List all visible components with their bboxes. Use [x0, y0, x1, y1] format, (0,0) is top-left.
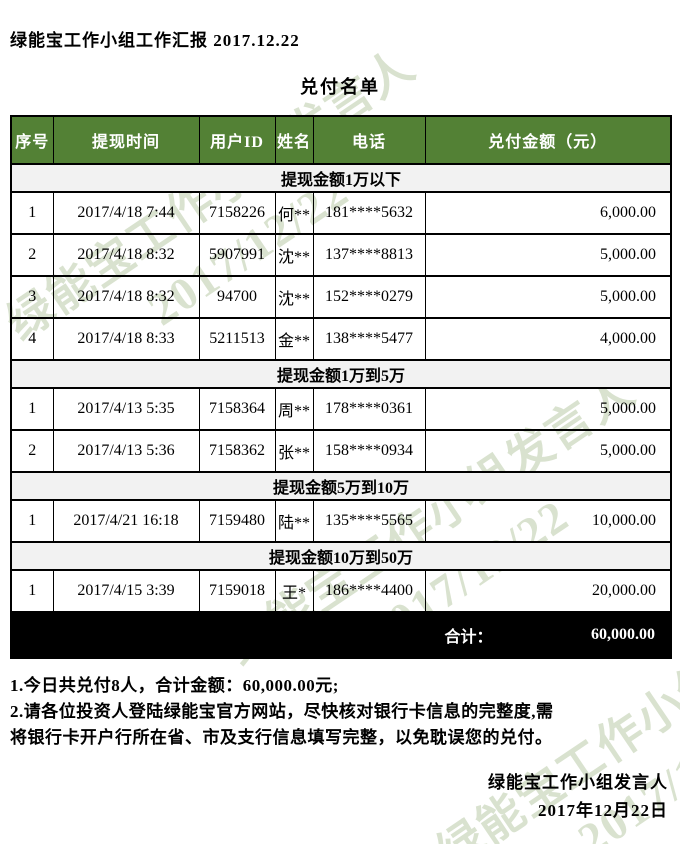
page-title: 兑付名单	[300, 77, 380, 97]
total-spacer	[10, 612, 426, 658]
cell-index: 3	[10, 276, 54, 318]
cell-userid: 7159480	[198, 500, 276, 542]
table-row: 1 2017/4/21 16:18 7159480 陆** 135****5565 10,…	[10, 500, 672, 542]
cell-userid: 7159018	[198, 570, 276, 612]
report-page: 绿能宝工作小组发言人 2017/12/22 绿能宝工作小组发言人 2017/12…	[0, 26, 680, 844]
table-row: 1 2017/4/15 3:39 7159018 王* 186****4400 20,00…	[10, 570, 672, 612]
cell-phone: 137****8813	[312, 234, 426, 276]
cell-phone: 152****0279	[312, 276, 426, 318]
section-row: 提现金额1万以下	[10, 164, 672, 192]
notes-block: 1.今日共兑付8人，合计金额：60,000.00元; 2.请各位投资人登陆绿能宝…	[10, 673, 680, 751]
section-row: 提现金额10万到50万	[10, 542, 672, 570]
note-line: 2.请各位投资人登陆绿能宝官方网站，尽快核对银行卡信息的完整度,需	[10, 702, 554, 721]
total-cell: 合计： 60,000.00	[424, 612, 672, 658]
cell-amount: 10,000.00	[424, 500, 672, 542]
cell-amount: 5,000.00	[424, 234, 672, 276]
cell-time: 2017/4/18 8:33	[52, 318, 200, 360]
cell-userid: 7158226	[198, 192, 276, 234]
signature-name: 绿能宝工作小组发言人	[488, 773, 668, 792]
column-header-phone: 电话	[312, 116, 426, 164]
cell-name: 王*	[274, 570, 314, 612]
cell-name: 陆**	[274, 500, 314, 542]
cell-userid: 5907991	[198, 234, 276, 276]
cell-phone: 178****0361	[312, 388, 426, 430]
cell-index: 2	[10, 234, 54, 276]
table-row: 4 2017/4/18 8:33 5211513 金** 138****5477 4,00…	[10, 318, 672, 360]
cell-userid: 5211513	[198, 318, 276, 360]
signature-block: 绿能宝工作小组发言人 2017年12月22日	[0, 769, 668, 825]
cell-amount: 5,000.00	[424, 388, 672, 430]
cell-name: 周**	[274, 388, 314, 430]
cell-amount: 4,000.00	[424, 318, 672, 360]
report-header: 绿能宝工作小组工作汇报 2017.12.22	[10, 31, 300, 50]
cell-phone: 138****5477	[312, 318, 426, 360]
cell-index: 1	[10, 388, 54, 430]
payment-table: 序号 提现时间 用户ID 姓名 电话 兑付金额（元） 提现金额1万以下 1 2017/4/18…	[10, 115, 672, 659]
cell-phone: 158****0934	[312, 430, 426, 472]
section-row: 提现金额5万到10万	[10, 472, 672, 500]
table-row: 2 2017/4/18 8:32 5907991 沈** 137****8813 5,00…	[10, 234, 672, 276]
total-row: 合计： 60,000.00	[10, 612, 672, 658]
cell-userid: 94700	[198, 276, 276, 318]
section-row: 提现金额1万到5万	[10, 360, 672, 388]
table-header-row: 序号 提现时间 用户ID 姓名 电话 兑付金额（元）	[10, 116, 672, 164]
table-row: 1 2017/4/18 7:44 7158226 何** 181****5632 6,00…	[10, 192, 672, 234]
section-label: 提现金额10万到50万	[10, 542, 672, 570]
column-header-name: 姓名	[274, 116, 314, 164]
total-label: 合计：	[444, 629, 493, 646]
section-label: 提现金额1万到5万	[10, 360, 672, 388]
cell-phone: 186****4400	[312, 570, 426, 612]
cell-amount: 6,000.00	[424, 192, 672, 234]
section-label: 提现金额1万以下	[10, 164, 672, 192]
cell-name: 金**	[274, 318, 314, 360]
table-row: 2 2017/4/13 5:36 7158362 张** 158****0934 5,00…	[10, 430, 672, 472]
section-label: 提现金额5万到10万	[10, 472, 672, 500]
cell-userid: 7158364	[198, 388, 276, 430]
column-header-index: 序号	[10, 116, 54, 164]
cell-phone: 181****5632	[312, 192, 426, 234]
total-value: 60,000.00	[591, 626, 655, 643]
cell-amount: 20,000.00	[424, 570, 672, 612]
table-row: 1 2017/4/13 5:35 7158364 周** 178****0361 5,00…	[10, 388, 672, 430]
note-line: 1.今日共兑付8人，合计金额：60,000.00元;	[10, 676, 339, 695]
cell-index: 2	[10, 430, 54, 472]
cell-amount: 5,000.00	[424, 276, 672, 318]
cell-index: 1	[10, 570, 54, 612]
cell-time: 2017/4/15 3:39	[52, 570, 200, 612]
cell-time: 2017/4/18 7:44	[52, 192, 200, 234]
cell-name: 沈**	[274, 234, 314, 276]
note-line: 将银行卡开户行所在省、市及支行信息填写完整，以免耽误您的兑付。	[10, 728, 553, 747]
cell-index: 4	[10, 318, 54, 360]
cell-phone: 135****5565	[312, 500, 426, 542]
cell-name: 沈**	[274, 276, 314, 318]
cell-userid: 7158362	[198, 430, 276, 472]
cell-amount: 5,000.00	[424, 430, 672, 472]
cell-index: 1	[10, 192, 54, 234]
cell-time: 2017/4/13 5:36	[52, 430, 200, 472]
signature-date: 2017年12月22日	[538, 801, 668, 820]
cell-time: 2017/4/13 5:35	[52, 388, 200, 430]
column-header-time: 提现时间	[52, 116, 200, 164]
column-header-userid: 用户ID	[198, 116, 276, 164]
cell-name: 张**	[274, 430, 314, 472]
column-header-amount: 兑付金额（元）	[424, 116, 672, 164]
cell-time: 2017/4/21 16:18	[52, 500, 200, 542]
table-row: 3 2017/4/18 8:32 94700 沈** 152****0279 5,000.…	[10, 276, 672, 318]
cell-time: 2017/4/18 8:32	[52, 234, 200, 276]
cell-time: 2017/4/18 8:32	[52, 276, 200, 318]
cell-name: 何**	[274, 192, 314, 234]
cell-index: 1	[10, 500, 54, 542]
